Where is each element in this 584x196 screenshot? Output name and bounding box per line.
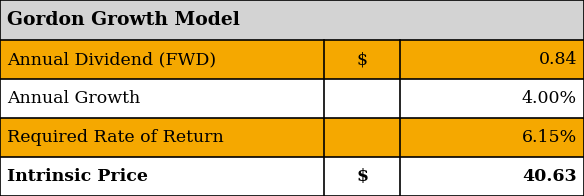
Text: 0.84: 0.84 bbox=[538, 51, 577, 68]
Text: $: $ bbox=[356, 51, 368, 68]
Bar bbox=[0, 0, 584, 40]
Text: Gordon Growth Model: Gordon Growth Model bbox=[7, 11, 240, 29]
Text: Required Rate of Return: Required Rate of Return bbox=[7, 129, 224, 146]
Text: 6.15%: 6.15% bbox=[522, 129, 577, 146]
Text: $: $ bbox=[356, 168, 368, 185]
Text: Intrinsic Price: Intrinsic Price bbox=[7, 168, 148, 185]
Text: 40.63: 40.63 bbox=[522, 168, 577, 185]
Bar bbox=[0, 40, 584, 79]
Bar bbox=[0, 118, 584, 157]
Text: Annual Dividend (FWD): Annual Dividend (FWD) bbox=[7, 51, 216, 68]
Bar bbox=[0, 79, 584, 118]
Bar bbox=[0, 157, 584, 196]
Text: 4.00%: 4.00% bbox=[522, 90, 577, 107]
Text: Annual Growth: Annual Growth bbox=[7, 90, 140, 107]
